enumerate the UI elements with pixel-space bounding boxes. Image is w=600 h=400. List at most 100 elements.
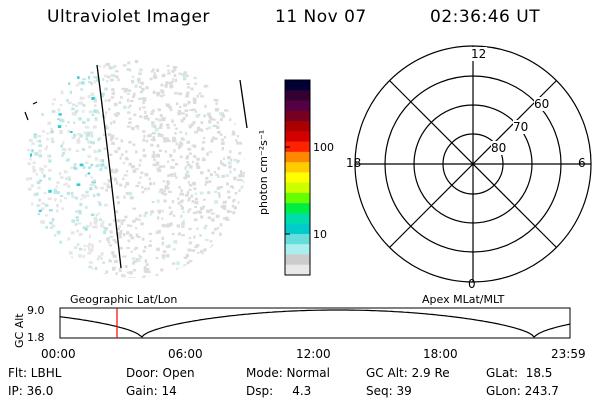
emission-speckle <box>52 98 57 101</box>
emission-speckle <box>186 163 191 167</box>
emission-speckle <box>165 245 169 249</box>
emission-speckle <box>181 112 185 115</box>
emission-speckle <box>178 92 182 96</box>
emission-speckle <box>224 109 228 112</box>
emission-speckle <box>222 163 227 167</box>
emission-speckle <box>176 224 180 228</box>
emission-speckle <box>169 84 174 89</box>
emission-speckle <box>69 131 73 134</box>
emission-speckle <box>90 92 95 97</box>
emission-speckle <box>177 201 181 205</box>
emission-speckle <box>179 131 183 134</box>
emission-speckle <box>69 90 73 94</box>
emission-speckle <box>90 83 94 86</box>
emission-speckle <box>144 114 148 118</box>
emission-speckle <box>147 270 151 274</box>
emission-speckle <box>100 186 105 190</box>
emission-speckle <box>190 87 194 91</box>
colorbar-swatch <box>285 90 310 102</box>
emission-speckle <box>192 97 197 102</box>
emission-speckle <box>75 196 78 200</box>
emission-speckle <box>178 72 183 76</box>
emission-speckle <box>79 96 83 100</box>
emission-speckle <box>169 154 173 158</box>
emission-speckle <box>223 157 226 160</box>
emission-speckle <box>77 133 81 136</box>
emission-speckle <box>121 87 126 91</box>
emission-speckle <box>131 79 135 84</box>
emission-speckle <box>158 149 163 152</box>
emission-speckle <box>128 121 132 124</box>
emission-speckle <box>51 224 55 228</box>
emission-speckle <box>137 80 140 84</box>
emission-speckle <box>119 246 123 250</box>
emission-speckle <box>104 166 108 170</box>
emission-speckle <box>215 137 218 140</box>
emission-speckle <box>100 256 103 260</box>
glon-info: GLon: 243.7 <box>486 384 559 398</box>
emission-speckle <box>126 68 130 71</box>
emission-speckle <box>192 121 196 125</box>
emission-speckle <box>215 107 219 112</box>
emission-speckle <box>87 172 91 175</box>
emission-speckle <box>152 152 155 155</box>
emission-speckle <box>205 238 209 241</box>
emission-speckle <box>70 166 73 169</box>
emission-speckle <box>70 256 74 260</box>
emission-speckle <box>169 173 172 177</box>
emission-speckle <box>158 165 162 169</box>
emission-speckle <box>147 187 150 190</box>
colorbar-swatch <box>285 233 310 245</box>
emission-speckle <box>179 192 184 196</box>
emission-speckle <box>29 138 33 142</box>
emission-speckle <box>138 72 142 75</box>
emission-speckle <box>161 217 164 220</box>
emission-speckle <box>82 78 86 81</box>
emission-speckle <box>171 119 174 123</box>
emission-speckle <box>193 235 196 239</box>
emission-speckle <box>93 179 96 183</box>
emission-speckle <box>135 184 140 188</box>
emission-speckle <box>87 244 90 248</box>
emission-speckle <box>100 94 104 98</box>
emission-speckle <box>151 201 155 204</box>
emission-speckle <box>77 137 80 140</box>
emission-speckle <box>177 233 181 236</box>
emission-speckle <box>163 192 167 196</box>
emission-speckle <box>161 242 164 246</box>
emission-speckle <box>78 212 82 215</box>
emission-speckle <box>57 125 62 128</box>
emission-speckle <box>171 69 175 73</box>
emission-speckle <box>158 211 161 214</box>
emission-speckle <box>174 172 177 175</box>
emission-speckle <box>186 74 189 77</box>
emission-speckle <box>234 121 237 125</box>
emission-speckle <box>126 170 129 173</box>
emission-speckle <box>67 101 72 105</box>
emission-speckle <box>39 167 42 171</box>
emission-speckle <box>118 101 122 105</box>
emission-speckle <box>169 106 173 109</box>
emission-speckle <box>223 206 227 210</box>
emission-speckle <box>155 118 158 121</box>
emission-speckle <box>221 174 225 179</box>
emission-speckle <box>180 214 183 218</box>
emission-speckle <box>177 109 182 113</box>
emission-speckle <box>48 177 51 181</box>
emission-speckle <box>97 111 100 115</box>
emission-speckle <box>71 191 74 196</box>
emission-speckle <box>30 153 33 157</box>
emission-speckle <box>139 91 144 94</box>
emission-speckle <box>227 210 231 213</box>
emission-speckle <box>51 140 55 143</box>
emission-speckle <box>223 217 226 220</box>
emission-speckle <box>112 268 115 271</box>
emission-speckle <box>68 82 71 86</box>
emission-speckle <box>78 254 83 258</box>
emission-speckle <box>211 136 215 140</box>
emission-speckle <box>205 180 209 184</box>
emission-speckle <box>167 160 170 163</box>
emission-speckle <box>48 169 52 172</box>
emission-speckle <box>67 184 71 188</box>
emission-speckle <box>148 244 152 248</box>
